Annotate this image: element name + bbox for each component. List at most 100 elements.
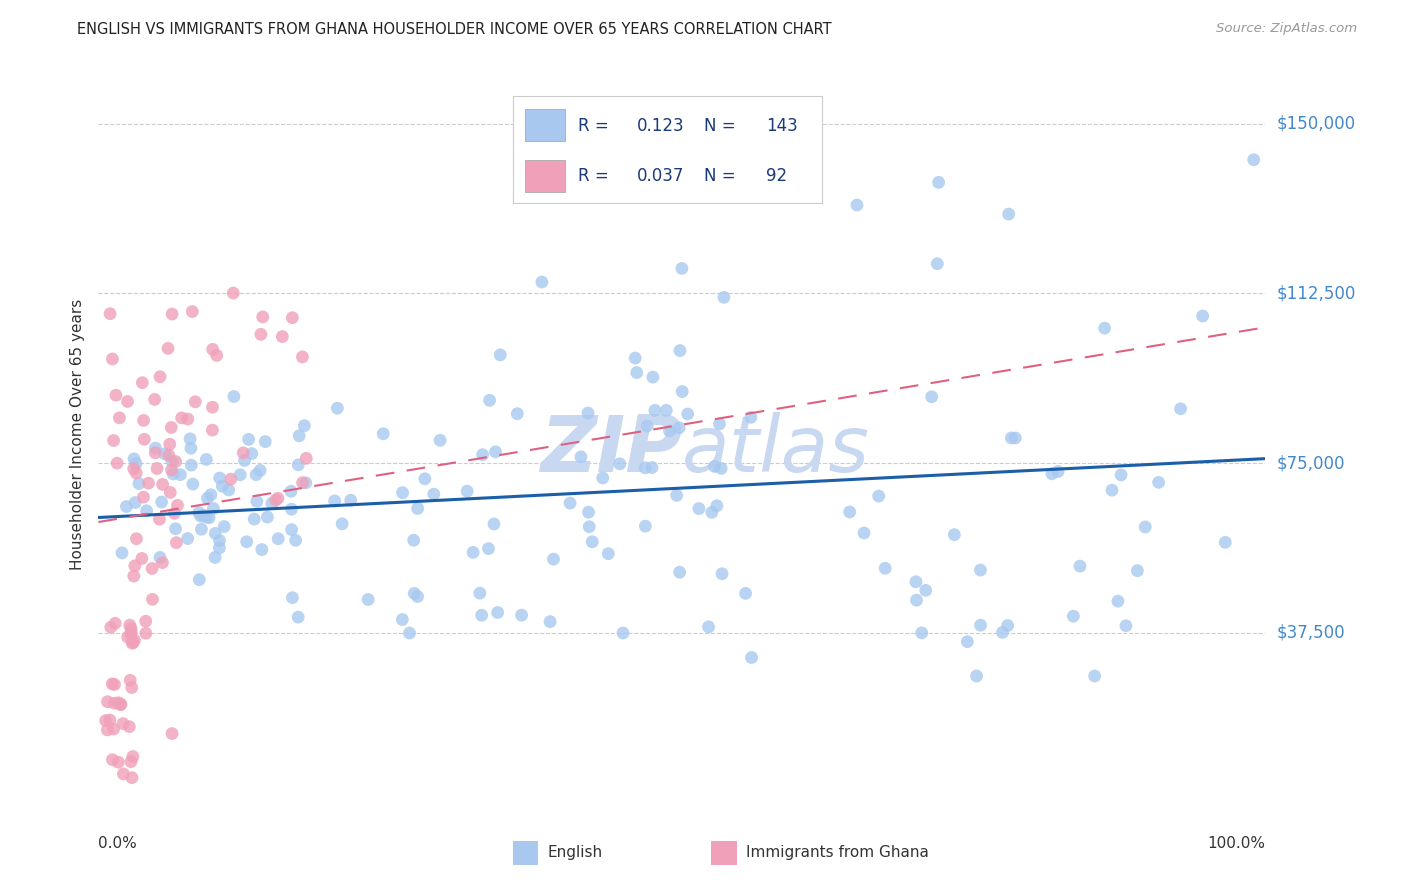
- Point: [1094, 321, 1116, 335]
- Point: [671, 384, 693, 399]
- Point: [676, 407, 699, 421]
- Point: [966, 669, 988, 683]
- Point: [641, 370, 664, 384]
- Point: [1000, 431, 1022, 445]
- Point: [927, 257, 949, 271]
- Point: [688, 501, 710, 516]
- Point: [131, 376, 153, 390]
- Point: [165, 522, 187, 536]
- Point: [292, 418, 315, 433]
- Point: [112, 716, 135, 731]
- Point: [120, 755, 142, 769]
- Point: [267, 532, 290, 546]
- Point: [404, 586, 426, 600]
- Point: [200, 488, 222, 502]
- Point: [330, 516, 353, 531]
- Point: [921, 390, 943, 404]
- Point: [122, 451, 145, 466]
- Point: [212, 519, 235, 533]
- Point: [260, 496, 283, 510]
- Point: [211, 479, 233, 493]
- Point: [243, 512, 266, 526]
- Point: [103, 696, 125, 710]
- Point: [159, 437, 181, 451]
- Point: [484, 445, 506, 459]
- Point: [198, 510, 221, 524]
- Point: [148, 512, 170, 526]
- Point: [124, 558, 146, 573]
- Point: [222, 390, 245, 404]
- Point: [288, 429, 311, 443]
- Point: [250, 327, 273, 342]
- Point: [1213, 535, 1236, 549]
- Point: [122, 569, 145, 583]
- Point: [969, 618, 991, 632]
- Point: [254, 434, 277, 449]
- Text: $75,000: $75,000: [1277, 454, 1346, 472]
- Point: [169, 467, 191, 482]
- Point: [132, 413, 155, 427]
- Point: [160, 307, 183, 321]
- Point: [482, 516, 505, 531]
- Point: [486, 606, 509, 620]
- Point: [104, 616, 127, 631]
- Point: [530, 275, 553, 289]
- Point: [609, 457, 631, 471]
- Point: [510, 608, 533, 623]
- Point: [271, 329, 294, 343]
- Point: [205, 348, 228, 362]
- Point: [423, 487, 446, 501]
- Point: [219, 472, 242, 486]
- Point: [122, 635, 145, 649]
- Point: [1069, 559, 1091, 574]
- Point: [1101, 483, 1123, 498]
- Point: [134, 432, 156, 446]
- Point: [406, 501, 429, 516]
- Point: [110, 698, 132, 712]
- Point: [477, 541, 499, 556]
- Point: [124, 495, 146, 509]
- Point: [101, 677, 124, 691]
- Point: [697, 620, 720, 634]
- Point: [280, 502, 302, 516]
- Point: [391, 485, 413, 500]
- Point: [204, 526, 226, 541]
- Point: [141, 561, 163, 575]
- Point: [202, 501, 225, 516]
- Point: [471, 608, 494, 623]
- Point: [911, 626, 934, 640]
- Point: [267, 491, 290, 506]
- Point: [569, 450, 592, 464]
- Point: [101, 351, 124, 366]
- Point: [700, 505, 723, 519]
- Text: Source: ZipAtlas.com: Source: ZipAtlas.com: [1216, 22, 1357, 36]
- Text: 0.0%: 0.0%: [98, 836, 138, 851]
- Point: [152, 556, 174, 570]
- Point: [125, 457, 148, 471]
- Point: [240, 446, 263, 460]
- Text: ZIP: ZIP: [540, 411, 682, 488]
- Point: [180, 458, 202, 472]
- Point: [668, 565, 690, 579]
- Point: [135, 504, 157, 518]
- Point: [233, 453, 256, 467]
- Point: [868, 489, 890, 503]
- Point: [176, 532, 198, 546]
- Point: [121, 771, 143, 785]
- Point: [711, 566, 734, 581]
- Point: [281, 310, 304, 325]
- Point: [1126, 564, 1149, 578]
- Point: [598, 547, 620, 561]
- Point: [287, 610, 309, 624]
- Point: [634, 460, 657, 475]
- Point: [166, 498, 188, 512]
- Point: [120, 622, 142, 636]
- Point: [132, 490, 155, 504]
- Point: [190, 522, 212, 536]
- Point: [104, 388, 127, 402]
- Point: [157, 342, 180, 356]
- Point: [478, 393, 501, 408]
- Point: [117, 394, 139, 409]
- Point: [671, 261, 693, 276]
- Point: [232, 446, 254, 460]
